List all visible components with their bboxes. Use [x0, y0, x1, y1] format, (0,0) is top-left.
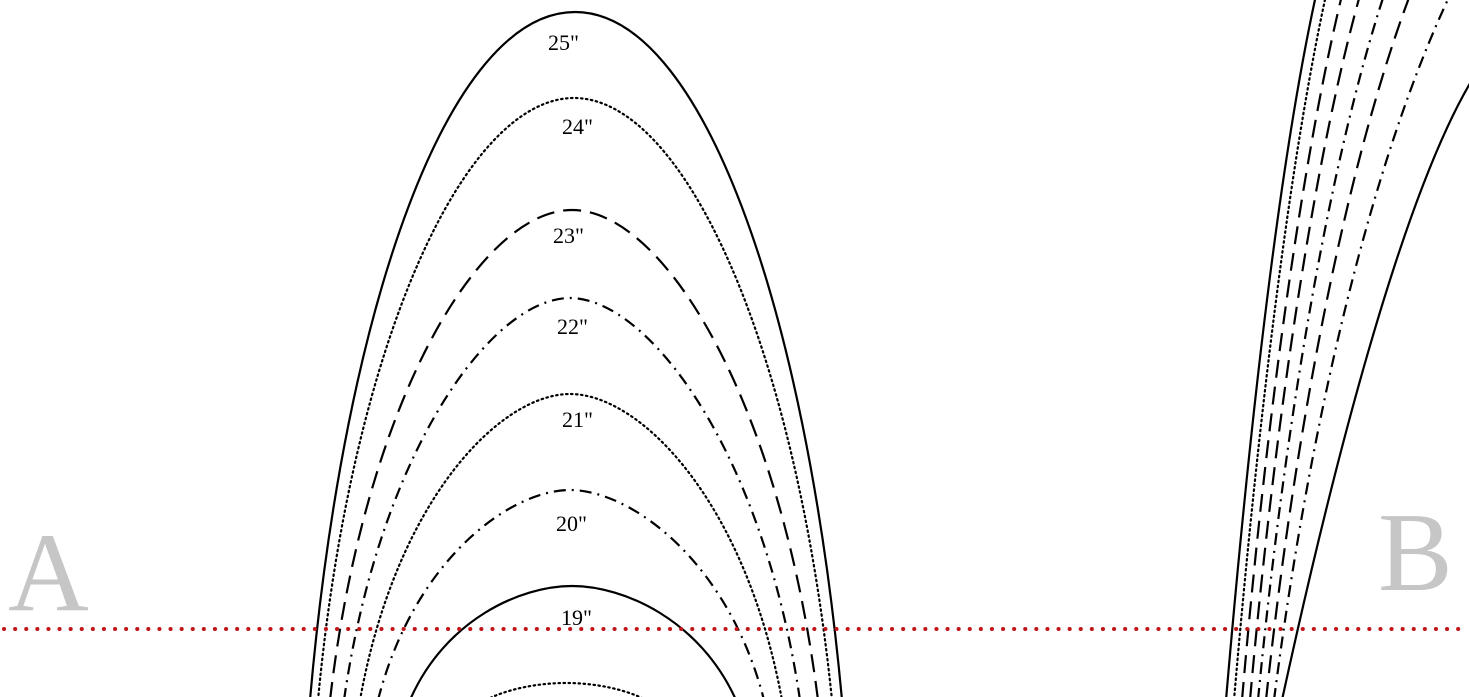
- size-label-20: 20": [556, 511, 587, 536]
- arch-curve-24: [317, 96, 833, 697]
- strap-line-6: [1265, 0, 1410, 697]
- strap-line-5: [1257, 0, 1384, 697]
- strap-line-3: [1241, 0, 1342, 697]
- arch-curve-25: [309, 10, 843, 697]
- size-label-24: 24": [562, 114, 593, 139]
- arch-curve-21: [359, 392, 783, 697]
- strap-line-8: [1281, 83, 1469, 697]
- size-labels: 25" 24" 23" 22" 21" 20" 19": [548, 30, 593, 630]
- strap-lines: [1225, 0, 1469, 697]
- corner-label-b: B: [1378, 491, 1453, 615]
- arch-curve-23: [329, 208, 819, 697]
- arch-curve-22: [343, 296, 801, 697]
- arch-curves: [309, 10, 843, 697]
- corner-label-a: A: [8, 511, 89, 635]
- size-label-19: 19": [561, 605, 592, 630]
- size-label-23: 23": [553, 223, 584, 248]
- size-label-21: 21": [562, 407, 593, 432]
- arch-curve-18: [489, 681, 643, 697]
- strap-line-4: [1249, 0, 1360, 697]
- strap-line-1: [1225, 0, 1317, 697]
- arch-curve-20: [377, 488, 765, 697]
- size-label-22: 22": [557, 314, 588, 339]
- arch-curve-19: [410, 584, 736, 697]
- size-label-25: 25": [548, 30, 579, 55]
